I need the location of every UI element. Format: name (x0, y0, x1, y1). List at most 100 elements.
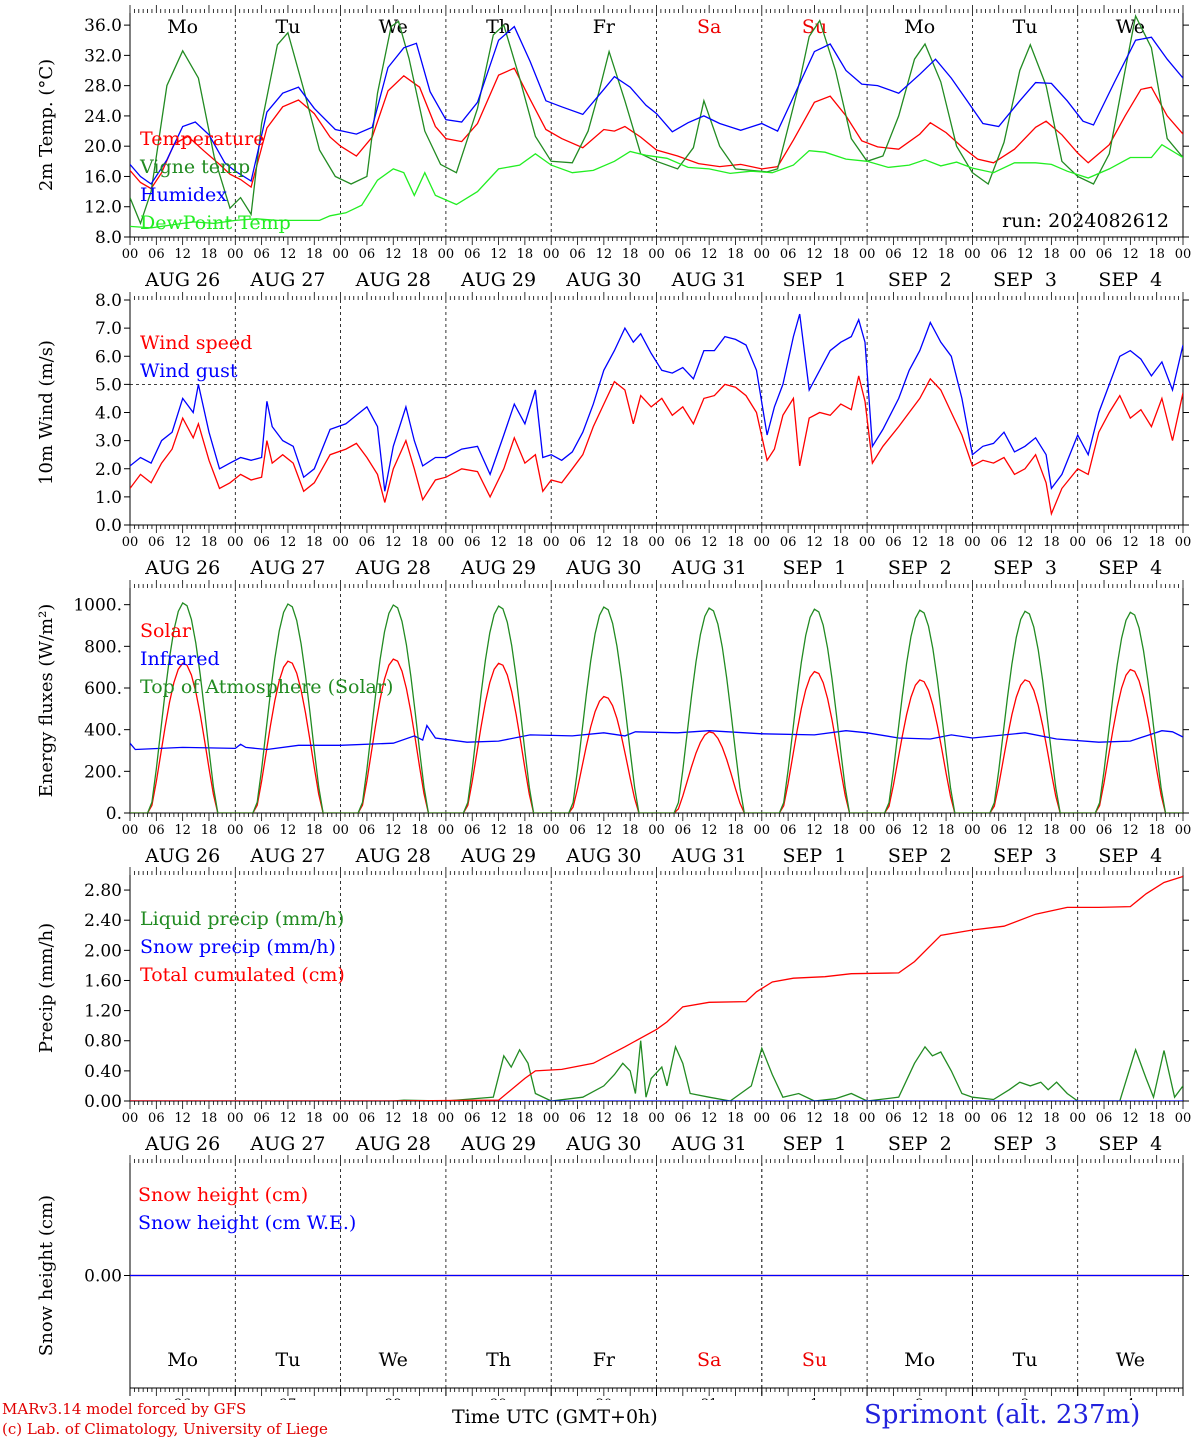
day-number: 31 (701, 1397, 718, 1400)
hour-tick-label: 12 (385, 1111, 402, 1126)
legend-top-of-atmosphere-solar-series: Top of Atmosphere (Solar) (140, 676, 393, 698)
hour-tick-label: 06 (359, 535, 376, 550)
y-tick-label: 6.0 (95, 347, 122, 367)
hour-tick-label: 06 (990, 1111, 1007, 1126)
hour-tick-label: 12 (174, 535, 191, 550)
hour-tick-label: 18 (201, 1111, 218, 1126)
date-label: SEP 4 (1098, 1133, 1162, 1155)
y-tick-label: 1.60 (84, 971, 122, 991)
date-label: SEP 1 (783, 845, 847, 867)
hour-tick-label: 12 (596, 535, 613, 550)
hour-tick-label: 06 (464, 823, 481, 838)
hour-tick-label: 00 (1069, 1111, 1086, 1126)
hour-tick-label: 06 (148, 247, 165, 262)
hour-tick-label: 00 (122, 823, 139, 838)
date-label: AUG 28 (355, 1133, 431, 1155)
hour-tick-label: 06 (1096, 535, 1113, 550)
wind-speed-series (130, 375, 1183, 517)
date-label: AUG 26 (144, 269, 220, 291)
weekday-label: Mo (904, 1349, 935, 1371)
date-label: AUG 27 (249, 845, 325, 867)
weekday-label: Tu (1013, 16, 1038, 38)
model-credit: MARv3.14 model forced by GFS (2, 1400, 247, 1418)
hour-tick-label: 12 (280, 1111, 297, 1126)
weekday-label: We (1116, 1349, 1145, 1371)
hour-tick-label: 06 (464, 1111, 481, 1126)
hour-tick-label: 12 (490, 823, 507, 838)
hour-tick-label: 18 (1043, 823, 1060, 838)
hour-tick-label: 12 (280, 823, 297, 838)
hour-tick-label: 18 (938, 247, 955, 262)
y-tick-label: 0.80 (84, 1032, 122, 1052)
hour-tick-label: 00 (543, 823, 560, 838)
lab-credit: (c) Lab. of Climatology, University of L… (2, 1420, 328, 1438)
hour-tick-label: 00 (227, 535, 244, 550)
date-label: AUG 29 (460, 269, 536, 291)
hour-tick-label: 18 (833, 1111, 850, 1126)
hour-tick-label: 06 (148, 535, 165, 550)
hour-tick-label: 12 (806, 823, 823, 838)
date-label: AUG 27 (249, 1133, 325, 1155)
hour-tick-label: 12 (280, 535, 297, 550)
hour-tick-label: 06 (569, 823, 586, 838)
hour-tick-label: 06 (990, 247, 1007, 262)
hour-tick-label: 18 (622, 823, 639, 838)
date-label: AUG 30 (565, 557, 641, 579)
humidex-series (130, 25, 1183, 185)
station-name: Sprimont (alt. 237m) (864, 1400, 1141, 1430)
date-label: SEP 3 (993, 269, 1057, 291)
legend-total-cumulated-cm-series: Total cumulated (cm) (140, 964, 345, 986)
date-label: AUG 28 (355, 845, 431, 867)
hour-tick-label: 06 (675, 535, 692, 550)
hour-tick-label: 18 (622, 535, 639, 550)
hour-tick-label: 00 (1069, 535, 1086, 550)
y-tick-label: 800. (84, 637, 122, 657)
hour-tick-label: 06 (464, 247, 481, 262)
hour-tick-label: 06 (780, 823, 797, 838)
hour-tick-label: 18 (727, 247, 744, 262)
hour-tick-label: 06 (253, 1111, 270, 1126)
date-label: AUG 26 (144, 1133, 220, 1155)
hour-tick-label: 18 (517, 1111, 534, 1126)
series-group (130, 875, 1183, 1101)
weekday-label: Sa (697, 16, 721, 38)
hour-tick-label: 18 (1043, 1111, 1060, 1126)
date-label: SEP 3 (993, 1133, 1057, 1155)
day-number: 2 (916, 1397, 924, 1400)
series-group (130, 313, 1183, 517)
hour-tick-label: 12 (806, 247, 823, 262)
hour-tick-label: 12 (596, 247, 613, 262)
y-tick-label: 1000. (73, 596, 122, 616)
hour-tick-label: 00 (122, 1111, 139, 1126)
hour-tick-label: 06 (148, 1111, 165, 1126)
y-tick-label: 4.0 (95, 404, 122, 424)
hour-tick-label: 12 (911, 1111, 928, 1126)
y-tick-label: 20.0 (84, 137, 122, 157)
date-label: SEP 2 (888, 845, 952, 867)
hour-tick-label: 18 (1148, 535, 1165, 550)
date-label: AUG 28 (355, 269, 431, 291)
hour-tick-label: 00 (859, 823, 876, 838)
y-tick-label: 0.00 (84, 1267, 122, 1287)
hour-tick-label: 00 (648, 823, 665, 838)
y-tick-label: 200. (84, 762, 122, 782)
hour-tick-label: 18 (411, 247, 428, 262)
hour-tick-label: 12 (1017, 535, 1034, 550)
legend-temperature-series: Temperature (140, 128, 264, 150)
hour-tick-label: 12 (1017, 247, 1034, 262)
hour-tick-label: 12 (490, 535, 507, 550)
hour-tick-label: 06 (569, 535, 586, 550)
wind-gust-series (130, 313, 1183, 492)
hour-tick-label: 18 (1148, 1111, 1165, 1126)
date-label: AUG 31 (671, 557, 747, 579)
date-label: AUG 29 (460, 1133, 536, 1155)
y-tick-label: 7.0 (95, 319, 122, 339)
legend-wind-gust-series: Wind gust (140, 360, 238, 382)
hour-tick-label: 00 (332, 535, 349, 550)
hour-tick-label: 18 (938, 823, 955, 838)
date-label: SEP 3 (993, 557, 1057, 579)
y-tick-label: 0.00 (84, 1092, 122, 1112)
y-tick-label: 600. (84, 679, 122, 699)
hour-tick-label: 06 (990, 823, 1007, 838)
hour-tick-label: 06 (1096, 247, 1113, 262)
